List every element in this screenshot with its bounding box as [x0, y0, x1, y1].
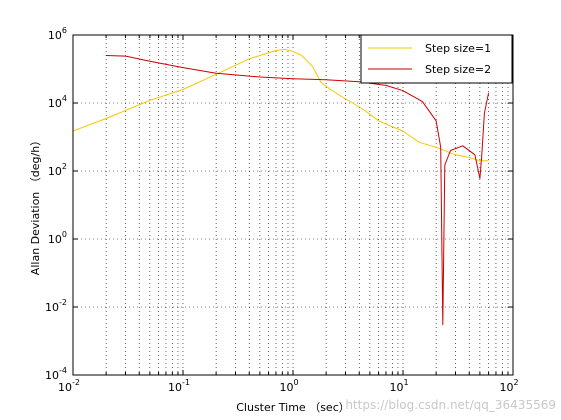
series-layer: [73, 48, 490, 326]
watermark: https://blog.csdn.net/qq_36435569: [345, 398, 556, 412]
legend-box: [360, 34, 513, 84]
x-tick-base: 10: [389, 381, 403, 394]
x-tick-label: 101: [389, 378, 408, 394]
y-tick-label: 104: [48, 94, 67, 110]
legend-label-step-size-2: Step size=2: [425, 63, 491, 76]
x-tick-labels: 10-2 10-1 100 101 102: [58, 378, 519, 394]
y-tick-base: 10: [45, 369, 59, 382]
y-tick-exponent: -4: [59, 366, 67, 375]
x-tick-label: 102: [499, 378, 518, 394]
y-axis-title: Allan Deviation （deg/h）: [29, 135, 42, 275]
y-tick-base: 10: [48, 233, 62, 246]
y-tick-exponent: -2: [59, 298, 67, 307]
y-tick-label: 102: [48, 162, 67, 178]
x-tick-exponent: -2: [72, 378, 80, 387]
y-tick-label: 10-4: [45, 366, 67, 382]
legend-label-step-size-1: Step size=1: [425, 42, 491, 55]
x-tick-base: 10: [279, 381, 293, 394]
x-tick-exponent: 0: [293, 378, 298, 387]
x-tick-base: 10: [58, 381, 72, 394]
y-tick-exponent: 4: [62, 94, 67, 103]
x-tick-label: 10-2: [58, 378, 80, 394]
series-line-step-size-2: [106, 55, 490, 326]
series-line-step-size-1: [73, 48, 489, 162]
y-tick-base: 10: [48, 29, 62, 42]
x-tick-exponent: 1: [403, 378, 408, 387]
y-tick-exponent: 2: [62, 162, 67, 171]
y-tick-label: 10-2: [45, 298, 67, 314]
x-tick-exponent: 2: [513, 378, 518, 387]
x-tick-base: 10: [168, 381, 182, 394]
y-tick-exponent: 0: [62, 230, 67, 239]
y-tick-label: 100: [48, 230, 67, 246]
y-tick-label: 106: [48, 26, 67, 42]
x-tick-exponent: -1: [182, 378, 190, 387]
y-tick-base: 10: [48, 97, 62, 110]
legend: Step size=1 Step size=2: [360, 34, 513, 84]
x-axis-title: Cluster Time （sec）: [236, 401, 350, 414]
x-tick-base: 10: [499, 381, 513, 394]
y-tick-base: 10: [45, 301, 59, 314]
y-tick-exponent: 6: [62, 26, 67, 35]
x-tick-label: 10-1: [168, 378, 190, 394]
x-tick-label: 100: [279, 378, 298, 394]
y-tick-base: 10: [48, 165, 62, 178]
